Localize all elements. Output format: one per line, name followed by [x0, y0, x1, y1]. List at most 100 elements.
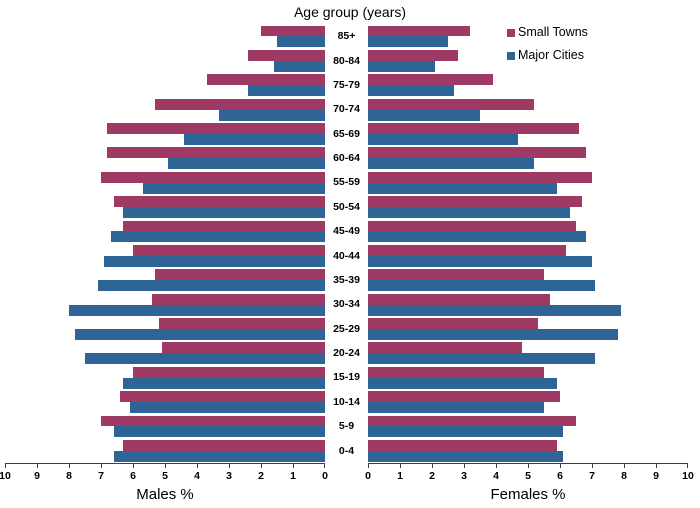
females-row-0-4 [368, 438, 688, 462]
bar-females-small-towns-10-14 [368, 391, 560, 403]
males-tick-mark-10 [5, 464, 6, 468]
bar-females-major-cities-5-9 [368, 426, 564, 438]
females-tick-label-3: 3 [461, 470, 467, 482]
age-label-60-64: 60-64 [333, 152, 360, 165]
females-row-25-29 [368, 317, 688, 341]
age-label-70-74: 70-74 [333, 103, 360, 116]
chart-title: Age group (years) [293, 4, 407, 20]
bar-males-small-towns-85+ [261, 25, 325, 37]
males-tick-label-0: 0 [322, 470, 328, 482]
bar-males-major-cities-80-84 [273, 60, 325, 72]
males-tick-mark-5 [165, 464, 166, 468]
males-row-55-59 [5, 170, 325, 194]
males-row-65-69 [5, 122, 325, 146]
bar-females-small-towns-0-4 [368, 439, 557, 451]
females-row-35-39 [368, 268, 688, 292]
bar-males-major-cities-45-49 [110, 231, 325, 243]
bar-males-major-cities-30-34 [69, 304, 325, 316]
age-label-15-19: 15-19 [333, 371, 360, 384]
bar-males-small-towns-0-4 [123, 439, 325, 451]
age-label-35-39: 35-39 [333, 273, 360, 286]
males-row-50-54 [5, 195, 325, 219]
small-towns-swatch-icon [507, 28, 515, 37]
females-tick-mark-10 [687, 464, 688, 468]
females-row-10-14 [368, 390, 688, 414]
males-row-40-44 [5, 243, 325, 267]
bar-males-major-cities-65-69 [184, 133, 325, 145]
bar-males-small-towns-10-14 [120, 391, 325, 403]
males-tick-label-5: 5 [162, 470, 168, 482]
females-axis-ticks [368, 464, 688, 468]
males-row-60-64 [5, 146, 325, 170]
females-tick-mark-9 [656, 464, 657, 468]
males-tick-label-3: 3 [226, 470, 232, 482]
bar-females-small-towns-40-44 [368, 244, 567, 256]
bar-males-major-cities-40-44 [104, 255, 325, 267]
females-tick-mark-6 [560, 464, 561, 468]
males-tick-label-2: 2 [258, 470, 264, 482]
bar-females-small-towns-85+ [368, 25, 471, 37]
bar-males-major-cities-35-39 [97, 280, 325, 292]
bar-females-major-cities-60-64 [368, 158, 535, 170]
females-tick-mark-0 [368, 464, 369, 468]
bar-males-small-towns-50-54 [113, 196, 325, 208]
age-label-0-4: 0-4 [338, 444, 355, 457]
bar-males-small-towns-20-24 [161, 342, 325, 354]
bar-females-major-cities-70-74 [368, 109, 480, 121]
age-label-55-59: 55-59 [333, 176, 360, 189]
bar-males-small-towns-60-64 [107, 147, 325, 159]
age-label-10-14: 10-14 [333, 395, 360, 408]
age-label-45-49: 45-49 [333, 225, 360, 238]
females-row-45-49 [368, 219, 688, 243]
males-tick-mark-0 [324, 464, 325, 468]
bar-females-major-cities-35-39 [368, 280, 596, 292]
bar-females-major-cities-40-44 [368, 255, 592, 267]
females-tick-label-10: 10 [682, 470, 694, 482]
bar-females-major-cities-80-84 [368, 60, 436, 72]
females-row-40-44 [368, 243, 688, 267]
bar-females-major-cities-20-24 [368, 353, 596, 365]
bar-males-small-towns-40-44 [133, 244, 325, 256]
females-plot-area [368, 24, 688, 464]
bar-males-major-cities-5-9 [113, 426, 325, 438]
age-group-labels: 85+ 80-84 75-79 70-74 65-69 60-64 55-59 50-54 45… [325, 24, 368, 463]
males-axis-tick-labels: 10 9 8 7 6 5 4 3 2 1 0 [0, 470, 328, 482]
males-tick-label-7: 7 [98, 470, 104, 482]
females-tick-label-0: 0 [365, 470, 371, 482]
bar-females-small-towns-50-54 [368, 196, 583, 208]
bar-females-small-towns-35-39 [368, 269, 544, 281]
major-cities-swatch-icon [507, 51, 515, 60]
bar-females-major-cities-15-19 [368, 377, 557, 389]
females-tick-label-5: 5 [525, 470, 531, 482]
bar-males-major-cities-10-14 [129, 402, 325, 413]
bar-males-small-towns-30-34 [152, 293, 325, 305]
males-tick-mark-4 [197, 464, 198, 468]
legend-item-small-towns: Small Towns [507, 26, 588, 39]
males-row-35-39 [5, 268, 325, 292]
legend-label-small-towns: Small Towns [518, 25, 588, 39]
age-label-80-84: 80-84 [333, 54, 360, 67]
legend: Small Towns Major Cities [507, 26, 588, 72]
females-row-15-19 [368, 365, 688, 389]
bar-females-major-cities-45-49 [368, 231, 586, 243]
males-row-45-49 [5, 219, 325, 243]
females-axis-title: Females % [490, 486, 566, 503]
males-row-5-9 [5, 414, 325, 438]
females-tick-label-1: 1 [397, 470, 403, 482]
bar-females-small-towns-75-79 [368, 74, 493, 86]
bar-females-major-cities-85+ [368, 36, 448, 48]
females-row-50-54 [368, 195, 688, 219]
age-label-85+: 85+ [337, 30, 356, 43]
males-tick-label-1: 1 [290, 470, 296, 482]
females-tick-mark-2 [432, 464, 433, 468]
bar-males-major-cities-60-64 [168, 158, 325, 170]
bar-males-small-towns-75-79 [206, 74, 325, 86]
age-label-50-54: 50-54 [333, 200, 360, 213]
age-label-65-69: 65-69 [333, 127, 360, 140]
females-tick-label-6: 6 [557, 470, 563, 482]
bar-males-major-cities-50-54 [123, 207, 325, 218]
females-tick-mark-1 [400, 464, 401, 468]
females-tick-mark-5 [528, 464, 529, 468]
bar-females-major-cities-50-54 [368, 207, 570, 218]
bar-females-small-towns-80-84 [368, 49, 458, 61]
